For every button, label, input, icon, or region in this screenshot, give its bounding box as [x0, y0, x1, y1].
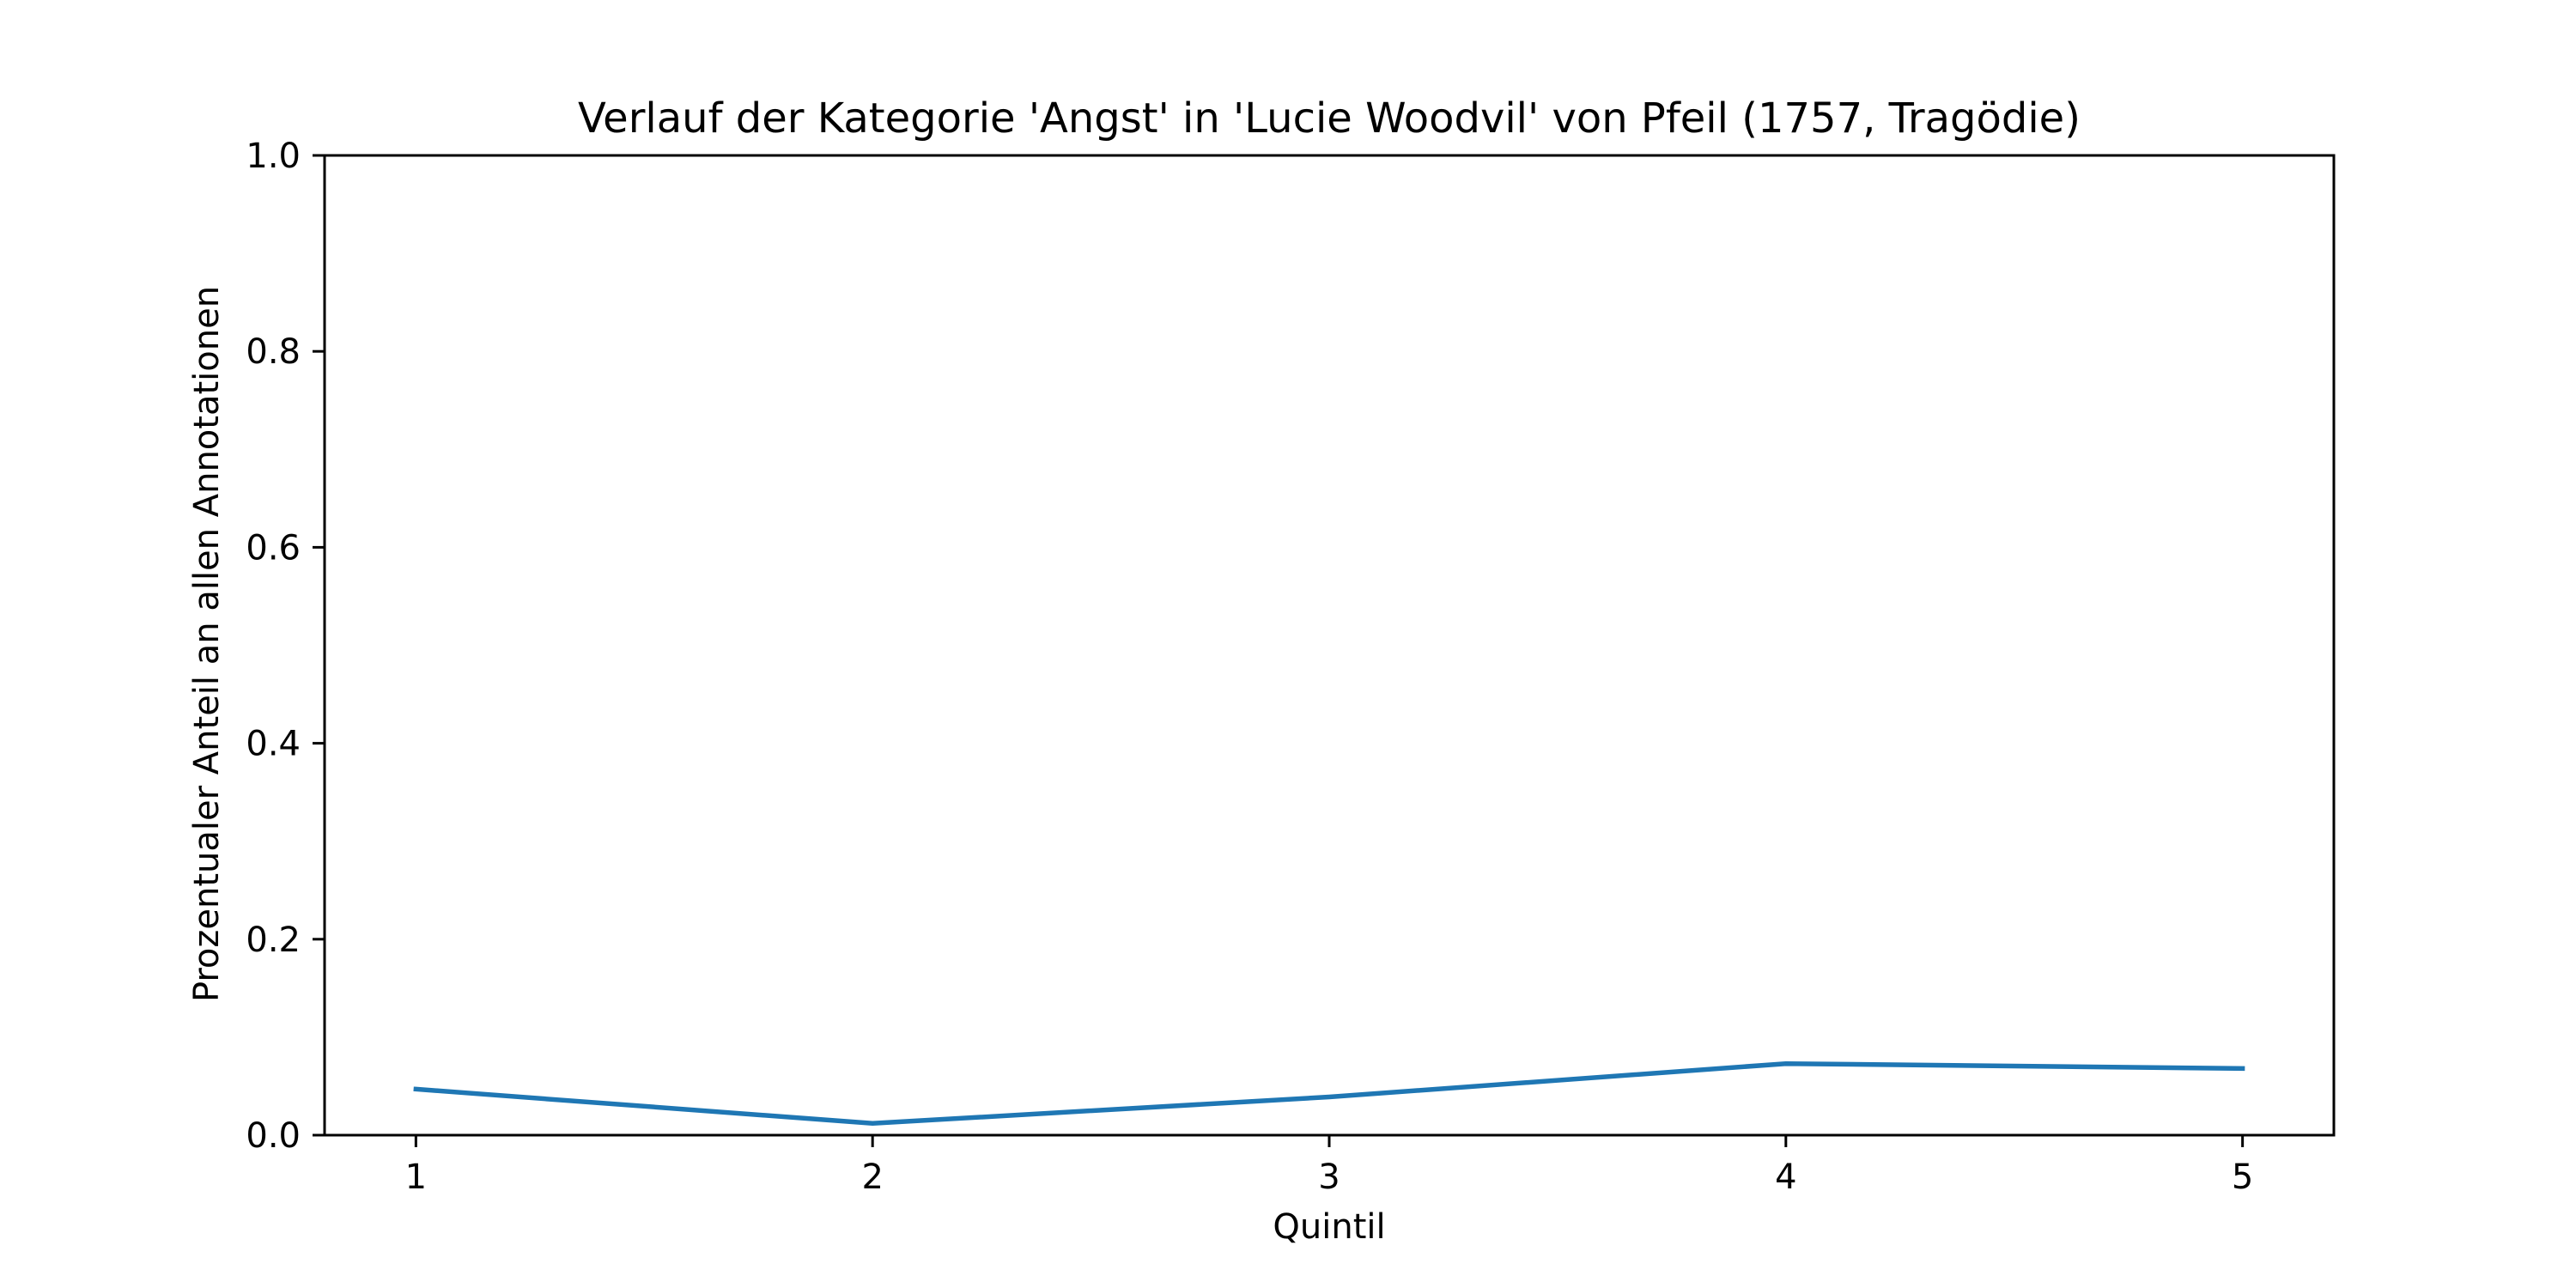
x-tick-label: 1 [405, 1157, 427, 1197]
y-axis: 0.0 0.2 0.4 0.6 0.8 1.0 [246, 137, 325, 1156]
y-tick-label: 0.8 [246, 332, 301, 372]
y-tick-label: 1.0 [246, 137, 301, 176]
x-axis-label: Quintil [1273, 1207, 1385, 1247]
x-axis: 1 2 3 4 5 [405, 1135, 2253, 1197]
x-tick-label: 4 [1775, 1157, 1796, 1197]
y-tick-label: 0.2 [246, 920, 301, 960]
series-layer [413, 1060, 2245, 1127]
y-tick-label: 0.0 [246, 1116, 301, 1156]
chart-title: Verlauf der Kategorie 'Angst' in 'Lucie … [578, 94, 2081, 143]
y-tick-label: 0.4 [246, 725, 301, 764]
x-tick-label: 2 [861, 1157, 883, 1197]
plot-frame [323, 154, 2336, 1137]
y-axis-label: Prozentualer Anteil an allen Annotatione… [187, 286, 227, 1002]
x-tick-label: 3 [1318, 1157, 1340, 1197]
x-tick-label: 5 [2232, 1157, 2253, 1197]
y-tick-label: 0.6 [246, 528, 301, 568]
series-line [413, 1060, 2245, 1127]
